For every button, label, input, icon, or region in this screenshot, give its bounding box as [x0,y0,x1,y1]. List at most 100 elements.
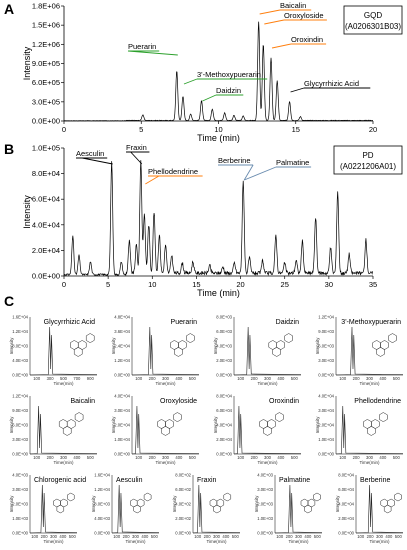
y-tick-label: 2.0E+04 [216,437,232,442]
annotation-leader [145,175,160,185]
y-tick-label: 4.0E+03 [12,358,28,363]
y-tick-label: 9.0E+03 [318,329,334,334]
annotation-leader [271,43,292,49]
x-tick-label: 300 [60,455,68,460]
ring [388,333,397,343]
chromatogram-trace [63,160,374,277]
y-axis-label: Intensity [22,46,32,80]
ring [173,412,182,422]
ring [74,412,84,422]
chromatogram-b: PD (A0221206A01) 0.0E+00 2.0E+04 4.0E+04 6.… [22,143,403,298]
eic-trace [233,405,302,455]
y-tick-label: 4.0E+03 [12,473,28,478]
x-axis-label: Time(min) [288,539,309,544]
x-tick-label: 300 [162,455,170,460]
x-axis-label: Time(min) [359,381,380,386]
annotation-leader [130,151,143,165]
ring [304,504,312,514]
x-axis-label: Time(min) [257,381,278,386]
eic-subplot: 0.0E+00 1.0E+04 2.0E+04 3.0E+04 4.0E+04 100 20… [111,394,200,465]
y-tick-label: 2.0E+04 [114,423,130,428]
y-tick-label: 8.0E+04 [216,394,232,399]
annotation-leader [202,94,217,102]
x-tick-label: 500 [69,534,77,539]
y-tick-label: 1.6E+04 [94,473,110,478]
y-tick-label: 2.0E+04 [338,516,354,521]
eic-subplot: 0.0E+00 2.0E+02 4.0E+02 6.0E+02 8.0E+02 100 20… [172,473,241,544]
x-axis-label: Time (min) [197,133,240,143]
x-tick-label: 25 [281,280,289,289]
y-tick-label: 3.0E+03 [12,437,28,442]
y-tick-label: 2.0E+02 [175,516,191,521]
x-tick-label: 100 [31,534,39,539]
compound-title: 3'-Methoxypuerarin [341,319,401,326]
y-tick-label: 8.0E+03 [12,344,28,349]
y-axis-label: Intensity [335,495,340,513]
y-tick-label: 0.0E+00 [338,531,354,536]
eic-trace [131,326,200,376]
structure-diagram [300,492,321,514]
structure-diagram [380,492,402,514]
x-tick-label: 300 [50,534,58,539]
structure-diagram [170,333,195,357]
structure-diagram [209,492,232,514]
x-tick-label: 400 [175,376,183,381]
ring [56,504,65,514]
x-tick-label: 500 [291,455,299,460]
x-tick-label: 5 [106,280,110,289]
x-tick-label: 900 [87,376,95,381]
ring [133,504,141,514]
y-tick-label: 1.2E+04 [12,329,28,334]
y-axis-label: Intensity [111,416,116,434]
y-tick-label: 1.0E+05 [32,144,60,153]
x-tick-label: 15 [292,125,300,134]
peak-annotation: Puerarin [128,42,156,51]
annotation-leader [259,9,281,15]
sample-id-box-b [333,145,403,175]
y-tick-label: 1.0E+04 [318,437,334,442]
x-tick-label: 500 [189,376,197,381]
y-axis-label: Intensity [9,495,14,513]
sample-id-box-a [343,5,403,35]
x-tick-label: 200 [251,455,259,460]
x-tick-label: 200 [367,534,375,539]
eic-subplot: 0.0E+00 3.0E+03 6.0E+03 9.0E+03 1.2E+04 100 20… [315,315,404,386]
x-tick-label: 200 [47,455,55,460]
y-tick-label: 1.0E+03 [12,516,28,521]
y-tick-label: 0.0E+00 [257,531,273,536]
compound-title: Palmatine [279,477,310,484]
y-tick-label: 4.0E+03 [94,516,110,521]
peak-annotation: Baicalin [280,1,306,10]
x-tick-label: 400 [379,376,387,381]
peak-annotation: Berberine [218,156,251,165]
x-tick-label: 35 [369,280,377,289]
x-tick-label: 300 [213,534,221,539]
eic-subplot: 0.0E+00 1.2E+04 2.4E+04 3.6E+04 4.8E+04 100 20… [111,315,200,386]
x-tick-label: 400 [277,455,285,460]
y-tick-label: 9.0E+05 [32,59,60,68]
sample-name-b: PD [362,151,373,160]
x-tick-label: 300 [295,534,303,539]
compound-title: Baicalin [70,398,95,405]
y-tick-label: 6.0E+04 [338,487,354,492]
x-tick-label: 20 [369,125,377,134]
x-axis-label: Time(min) [43,539,64,544]
y-tick-label: 2.0E+04 [32,246,60,255]
peak-annotation: 3'-Methoxypuerarin [197,70,261,79]
x-axis-label: Time(min) [155,381,176,386]
x-tick-label: 300 [132,534,140,539]
y-tick-label: 8.0E+03 [94,502,110,507]
eic-trace [274,484,323,534]
compound-title: Oroxyloside [160,398,197,405]
x-tick-label: 400 [73,455,81,460]
x-tick-label: 300 [162,376,170,381]
x-tick-label: 100 [237,376,245,381]
x-tick-label: 400 [304,534,312,539]
y-tick-label: 1.0E+04 [114,437,130,442]
structure-diagram [268,333,293,357]
eic-subplot: 0.0E+00 3.0E+03 6.0E+03 9.0E+03 1.2E+04 100 20… [9,394,98,465]
x-tick-label: 200 [251,376,259,381]
x-tick-label: 10 [214,125,222,134]
x-tick-label: 10 [148,280,156,289]
x-tick-label: 500 [314,534,322,539]
